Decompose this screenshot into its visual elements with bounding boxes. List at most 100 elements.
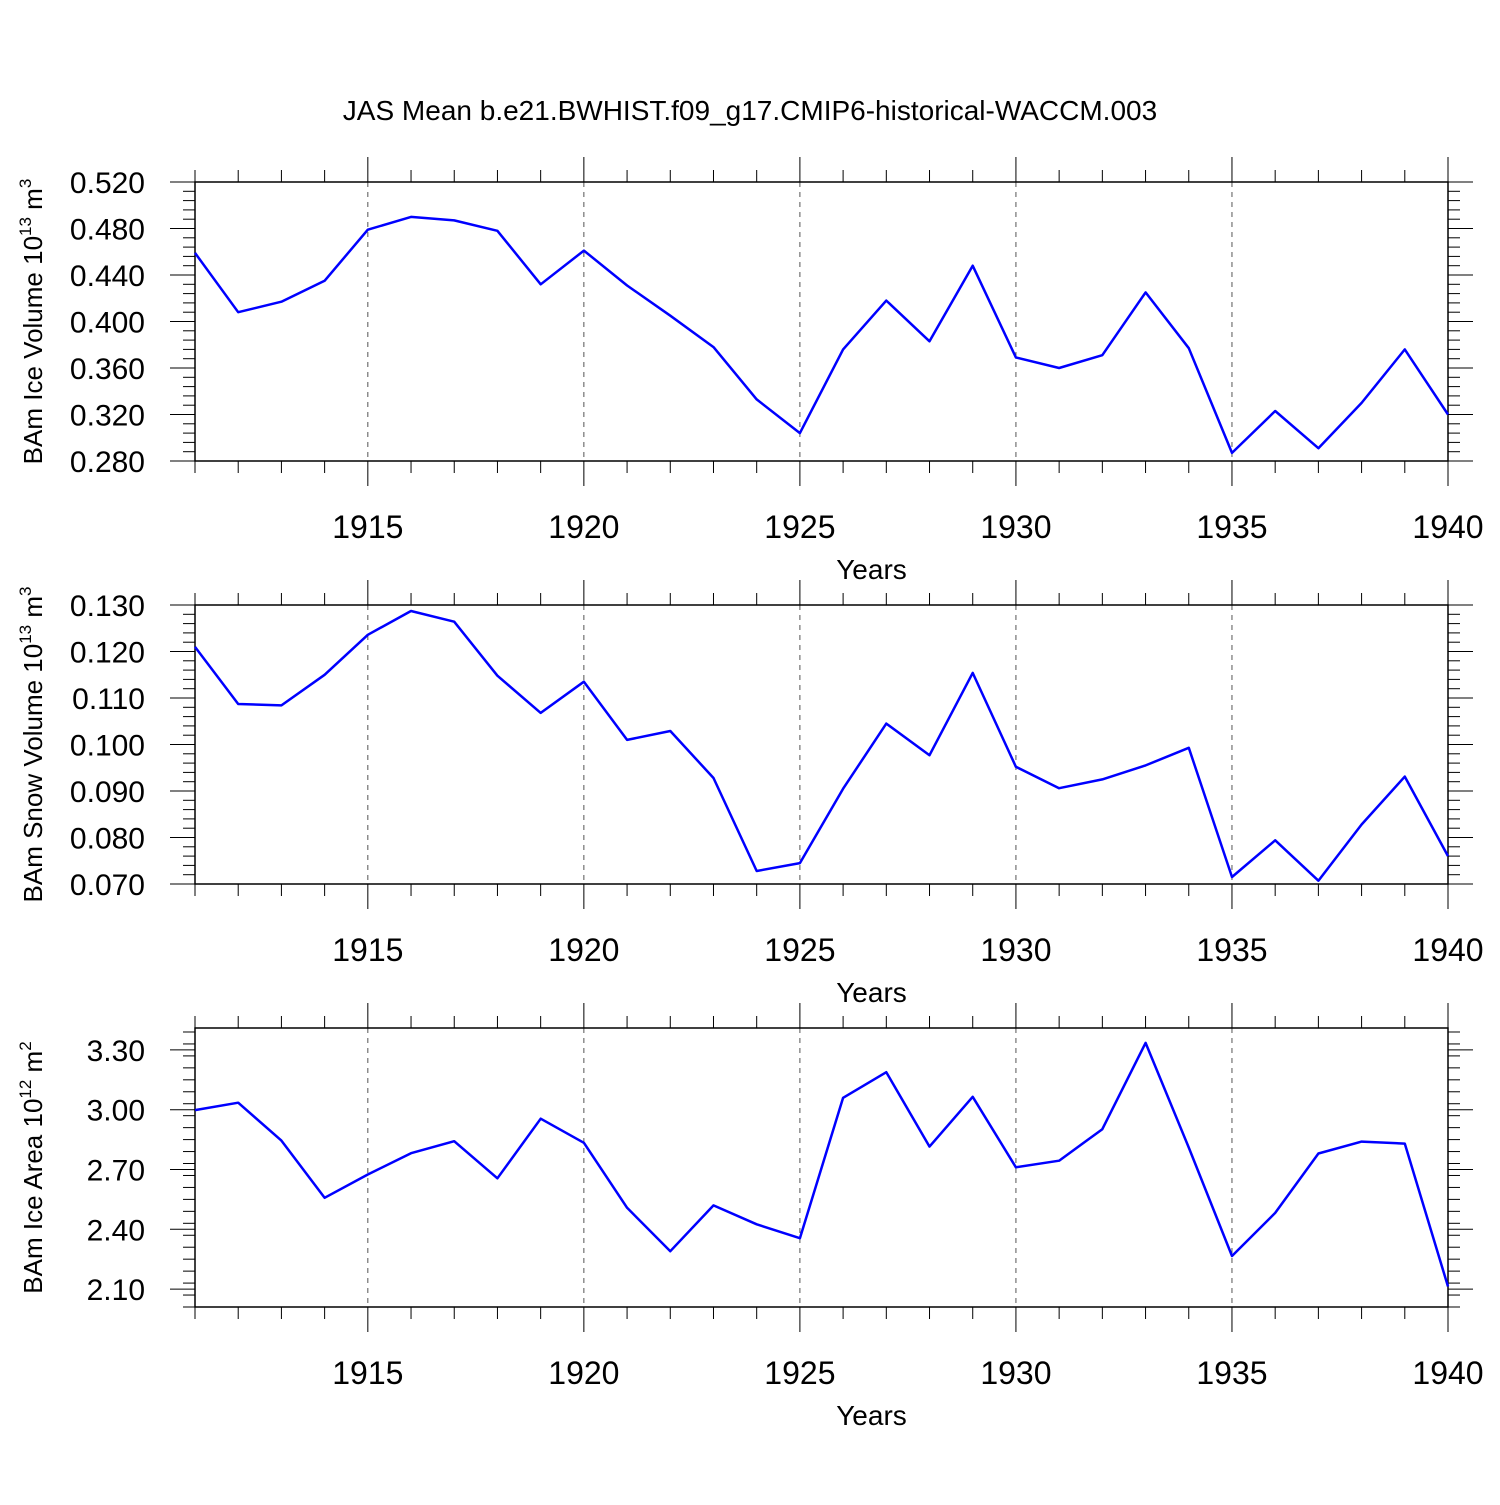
data-point bbox=[928, 1145, 932, 1149]
data-point bbox=[711, 345, 715, 349]
data-point bbox=[1446, 413, 1450, 417]
data-point bbox=[323, 673, 327, 677]
data-point bbox=[582, 680, 586, 684]
y-tick-label: 2.70 bbox=[87, 1154, 145, 1187]
y-tick-label: 3.30 bbox=[87, 1035, 145, 1068]
data-point bbox=[1316, 1152, 1320, 1156]
data-point bbox=[495, 229, 499, 233]
plot-frame bbox=[194, 604, 1449, 885]
data-point bbox=[1360, 401, 1364, 405]
data-point bbox=[625, 283, 629, 287]
data-point bbox=[1100, 1127, 1104, 1131]
data-point bbox=[1014, 765, 1018, 769]
data-point bbox=[884, 1070, 888, 1074]
data-point bbox=[798, 861, 802, 865]
y-tick-label: 0.100 bbox=[70, 730, 145, 763]
y-tick-label: 0.480 bbox=[70, 214, 145, 247]
data-point bbox=[539, 711, 543, 715]
data-point bbox=[366, 633, 370, 637]
data-point bbox=[884, 722, 888, 726]
data-point bbox=[539, 282, 543, 286]
data-point bbox=[495, 1176, 499, 1180]
panel-3: 2.10 2.40 2.70 3.00 3.30 1915 1920 1925 1930 1935… bbox=[16, 1003, 1484, 1431]
data-point bbox=[1316, 879, 1320, 883]
y-tick-label: 0.280 bbox=[70, 446, 145, 479]
y-tick-label: 2.10 bbox=[87, 1274, 145, 1307]
data-point bbox=[495, 674, 499, 678]
data-point bbox=[236, 1101, 240, 1105]
y-axis-label: BAm Ice Volume 1013 m3 bbox=[16, 179, 48, 465]
x-tick-label: 1940 bbox=[1412, 1355, 1483, 1391]
x-tick-label: 1925 bbox=[764, 932, 835, 968]
data-point bbox=[841, 787, 845, 791]
data-point bbox=[1100, 353, 1104, 357]
chart-title: JAS Mean b.e21.BWHIST.f09_g17.CMIP6-hist… bbox=[343, 95, 1157, 126]
data-point bbox=[841, 347, 845, 351]
y-tick-label: 2.40 bbox=[87, 1214, 145, 1247]
y-tick-label: 0.080 bbox=[70, 823, 145, 856]
data-point bbox=[625, 1206, 629, 1210]
data-point bbox=[1403, 1142, 1407, 1146]
x-tick-label: 1925 bbox=[764, 509, 835, 545]
x-tick-label: 1920 bbox=[548, 1355, 619, 1391]
data-point bbox=[1187, 346, 1191, 350]
data-point bbox=[323, 1196, 327, 1200]
data-point bbox=[236, 702, 240, 706]
data-point bbox=[1360, 822, 1364, 826]
data-point bbox=[668, 729, 672, 733]
plot-frame bbox=[194, 1027, 1449, 1308]
x-tick-label: 1915 bbox=[332, 1355, 403, 1391]
panel-2: 0.070 0.080 0.090 0.100 0.110 0.120 0.130 1915 1… bbox=[16, 580, 1484, 1008]
data-point bbox=[582, 1141, 586, 1145]
panels: 0.280 0.320 0.360 0.400 0.440 0.480 0.520 1915 1… bbox=[16, 157, 1484, 1431]
data-point bbox=[1316, 446, 1320, 450]
data-point bbox=[971, 264, 975, 268]
data-point bbox=[279, 300, 283, 304]
data-point bbox=[1446, 854, 1450, 858]
data-point bbox=[711, 1203, 715, 1207]
x-axis-label: Years bbox=[836, 1400, 907, 1431]
y-tick-label: 0.110 bbox=[72, 683, 145, 716]
data-point bbox=[1144, 290, 1148, 294]
data-point bbox=[1446, 1284, 1450, 1288]
data-point bbox=[452, 1139, 456, 1143]
x-axis-label: Years bbox=[836, 977, 907, 1008]
y-axis-label: BAm Ice Area 1012 m2 bbox=[16, 1041, 48, 1293]
y-tick-label: 0.120 bbox=[70, 637, 145, 670]
data-point bbox=[1144, 763, 1148, 767]
x-tick-label: 1935 bbox=[1196, 932, 1267, 968]
data-point bbox=[279, 1139, 283, 1143]
data-point bbox=[625, 738, 629, 742]
panel-1: 0.280 0.320 0.360 0.400 0.440 0.480 0.520 1915 1… bbox=[16, 157, 1484, 585]
x-tick-label: 1920 bbox=[548, 932, 619, 968]
data-point bbox=[928, 753, 932, 757]
data-point bbox=[971, 671, 975, 675]
data-point bbox=[409, 215, 413, 219]
data-point bbox=[366, 1172, 370, 1176]
data-point bbox=[1273, 409, 1277, 413]
x-tick-label: 1940 bbox=[1412, 932, 1483, 968]
data-point bbox=[1403, 347, 1407, 351]
data-point bbox=[452, 218, 456, 222]
plot-frame bbox=[194, 181, 1449, 462]
x-tick-label: 1930 bbox=[980, 509, 1051, 545]
data-point bbox=[755, 397, 759, 401]
y-tick-label: 0.320 bbox=[70, 400, 145, 433]
data-point bbox=[323, 279, 327, 283]
data-point bbox=[798, 431, 802, 435]
x-tick-label: 1935 bbox=[1196, 509, 1267, 545]
data-point bbox=[1230, 875, 1234, 879]
data-point bbox=[1144, 1041, 1148, 1045]
data-point bbox=[539, 1117, 543, 1121]
series-line bbox=[193, 215, 1450, 455]
data-point bbox=[1057, 366, 1061, 370]
x-tick-label: 1930 bbox=[980, 932, 1051, 968]
data-point bbox=[409, 1151, 413, 1155]
x-tick-label: 1930 bbox=[980, 1355, 1051, 1391]
data-point bbox=[1100, 777, 1104, 781]
data-point bbox=[1273, 1211, 1277, 1215]
data-point bbox=[755, 869, 759, 873]
series-line bbox=[194, 609, 1450, 882]
